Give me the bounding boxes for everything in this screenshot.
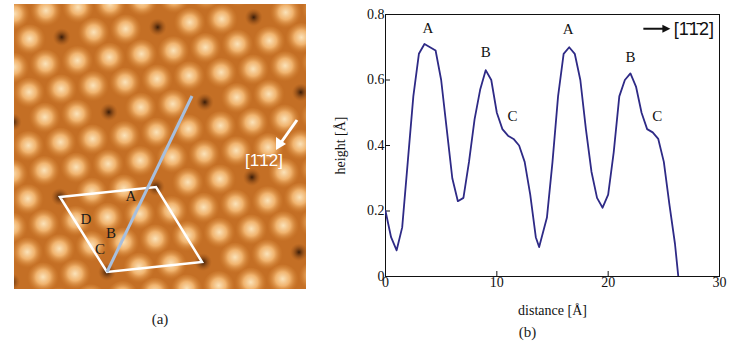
svg-text:0.4: 0.4 [367, 138, 385, 153]
svg-text:C: C [95, 241, 105, 257]
svg-text:10: 10 [489, 275, 503, 290]
svg-text:[1̄1̄2]: [1̄1̄2] [673, 19, 713, 39]
html-text:(a): (a) [151, 311, 169, 327]
svg-text:C: C [652, 108, 662, 124]
svg-text:B: B [106, 225, 116, 241]
svg-text:0: 0 [382, 275, 389, 290]
svg-text:C: C [507, 108, 517, 124]
svg-text:[1̄1̄2]: [1̄1̄2] [245, 151, 283, 170]
svg-text:30: 30 [712, 275, 726, 290]
svg-text:0.2: 0.2 [367, 203, 385, 218]
svg-text:A: A [562, 21, 573, 37]
svg-text:D: D [81, 211, 92, 227]
svg-text:distance [Å]: distance [Å] [518, 303, 587, 318]
svg-text:0.6: 0.6 [367, 72, 385, 87]
svg-text:height [Å]: height [Å] [333, 117, 348, 175]
svg-text:A: A [126, 188, 137, 204]
svg-text:0: 0 [377, 269, 384, 284]
svg-text:20: 20 [601, 275, 615, 290]
svg-text:A: A [422, 20, 433, 36]
html-text:(b): (b) [518, 324, 537, 340]
svg-text:B: B [480, 44, 490, 60]
svg-text:B: B [625, 49, 635, 65]
svg-text:0.8: 0.8 [367, 7, 385, 22]
